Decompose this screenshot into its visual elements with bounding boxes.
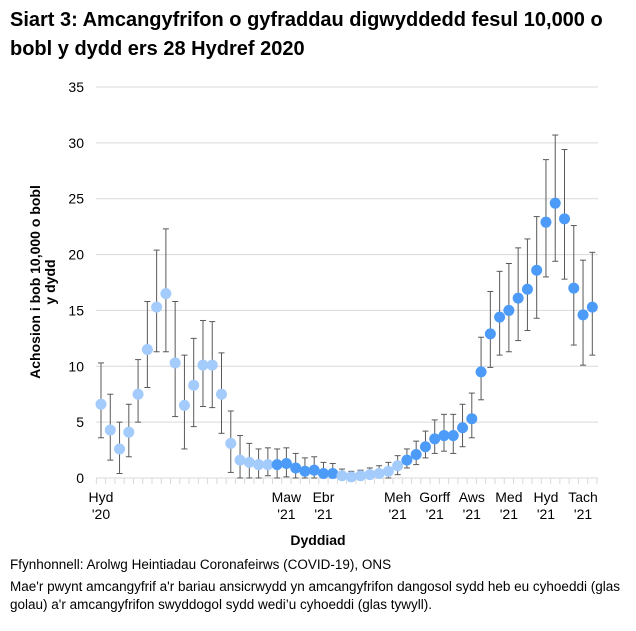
data-point-published	[308, 464, 320, 476]
y-tick-label: 5	[76, 414, 84, 430]
x-tick-label-year: '21	[500, 506, 518, 522]
x-tick-label: Meh	[384, 489, 411, 505]
data-point-published	[540, 216, 552, 228]
x-tick-label-year: '21	[463, 506, 481, 522]
chart: 05101520253035Hyd'20Maw'21Ebr'21Meh'21Go…	[27, 79, 598, 548]
data-point-published	[271, 459, 283, 471]
data-point-published	[475, 366, 487, 378]
data-point-published	[280, 457, 292, 469]
x-tick-label: Maw	[272, 489, 302, 505]
data-point-published	[521, 283, 533, 295]
data-point-published	[438, 430, 450, 442]
data-point-unpublished	[197, 359, 209, 371]
data-point-unpublished	[225, 437, 237, 449]
data-point-published	[429, 433, 441, 445]
data-point-published	[401, 454, 413, 466]
data-point-published	[512, 292, 524, 304]
data-point-unpublished	[336, 470, 348, 482]
y-axis-title: Achosion i bob 10,000 o bobly dydd	[27, 185, 58, 379]
data-point-published	[531, 264, 543, 276]
y-tick-label: 15	[68, 302, 84, 318]
data-point-published	[586, 301, 598, 313]
data-point-unpublished	[160, 288, 172, 300]
data-point-published	[484, 328, 496, 340]
x-tick-label-year: '21	[426, 506, 444, 522]
explanatory-note: Mae'r pwynt amcangyfrif a'r bariau ansic…	[10, 579, 620, 612]
y-tick-label: 25	[68, 191, 84, 207]
data-point-unpublished	[392, 460, 404, 472]
source-note: Ffynhonnell: Arolwg Heintiadau Coronafei…	[10, 557, 392, 572]
x-tick-label: Gorff	[419, 489, 450, 505]
y-tick-label: 10	[68, 358, 84, 374]
data-point-published	[457, 422, 469, 434]
y-tick-label: 35	[68, 79, 84, 95]
data-point-unpublished	[243, 456, 255, 468]
data-point-published	[577, 309, 589, 321]
data-point-unpublished	[178, 399, 190, 411]
y-tick-label: 0	[76, 470, 84, 486]
data-point-unpublished	[382, 465, 394, 477]
x-tick-label: Hyd	[89, 489, 114, 505]
data-point-published	[494, 311, 506, 323]
data-point-published	[290, 462, 302, 474]
data-point-unpublished	[364, 469, 376, 481]
data-point-unpublished	[216, 388, 228, 400]
data-point-published	[317, 468, 329, 480]
data-point-unpublished	[345, 471, 357, 483]
data-point-published	[503, 304, 515, 316]
x-tick-label: Aws	[459, 489, 485, 505]
data-point-published	[447, 430, 459, 442]
x-tick-label: Tach	[568, 489, 598, 505]
data-point-unpublished	[262, 459, 274, 471]
x-tick-label-year: '21	[574, 506, 592, 522]
x-axis-title: Dyddiad	[290, 532, 345, 548]
data-point-published	[549, 197, 561, 209]
x-tick-label: Ebr	[313, 489, 335, 505]
data-point-unpublished	[114, 443, 126, 455]
x-tick-label-year: '21	[277, 506, 295, 522]
data-point-unpublished	[132, 388, 144, 400]
data-point-published	[299, 465, 311, 477]
x-tick-label-year: '21	[537, 506, 555, 522]
data-point-unpublished	[355, 470, 367, 482]
data-point-unpublished	[141, 344, 153, 356]
y-tick-label: 20	[68, 247, 84, 263]
data-point-unpublished	[234, 454, 246, 466]
data-point-published	[327, 468, 339, 480]
data-point-unpublished	[188, 379, 200, 391]
data-point-published	[419, 441, 431, 453]
x-tick-label: Med	[495, 489, 522, 505]
data-point-unpublished	[95, 398, 107, 410]
data-point-published	[410, 449, 422, 461]
data-point-published	[466, 413, 478, 425]
data-point-unpublished	[123, 426, 135, 438]
data-point-unpublished	[206, 359, 218, 371]
chart-title: Siart 3: Amcangyfrifon o gyfraddau digwy…	[10, 9, 603, 60]
data-point-unpublished	[253, 459, 265, 471]
data-point-published	[559, 213, 570, 225]
data-point-published	[568, 282, 580, 294]
x-tick-label-year: '21	[314, 506, 332, 522]
x-tick-label-year: '20	[92, 506, 110, 522]
data-point-unpublished	[104, 424, 116, 436]
x-tick-label: Hyd	[534, 489, 559, 505]
x-tick-label-year: '21	[389, 506, 407, 522]
data-point-unpublished	[169, 357, 181, 369]
y-tick-label: 30	[68, 135, 84, 151]
data-point-unpublished	[373, 468, 385, 480]
data-point-unpublished	[151, 301, 163, 313]
